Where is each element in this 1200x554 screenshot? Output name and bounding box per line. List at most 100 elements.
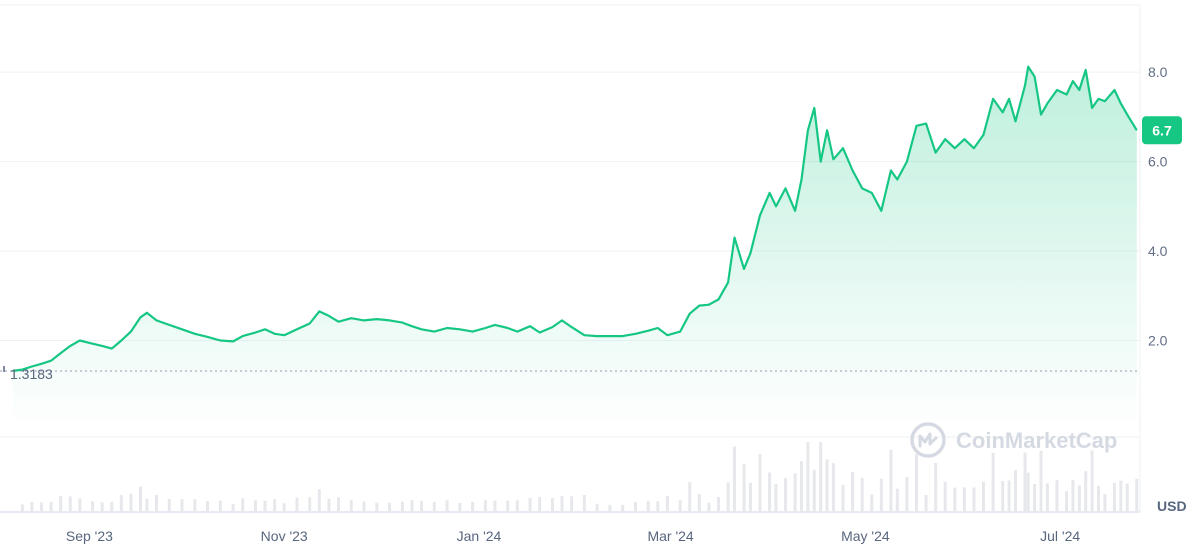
volume-bar	[742, 464, 746, 512]
volume-bar	[1077, 485, 1081, 512]
volume-bar	[193, 499, 197, 512]
volume-bar	[506, 500, 510, 512]
volume-bar	[110, 501, 114, 512]
volume-bar	[1135, 478, 1139, 512]
volume-bar	[78, 498, 82, 512]
volume-bar	[726, 482, 730, 512]
volume-bar	[688, 482, 692, 512]
volume-bar	[1084, 471, 1088, 512]
volume-bar	[154, 494, 158, 512]
volume-bar	[129, 493, 133, 512]
volume-bar	[432, 501, 436, 512]
volume-bar	[445, 500, 449, 512]
volume-bar	[1096, 485, 1100, 512]
volume-bar	[167, 498, 171, 512]
volume-bar	[646, 500, 650, 512]
volume-bar	[119, 495, 123, 512]
volume-bar	[1039, 450, 1043, 512]
volume-bar	[30, 502, 34, 512]
volume-bar	[231, 503, 235, 512]
volume-bar	[410, 500, 414, 512]
volume-bar	[924, 494, 928, 512]
current-price-label: 6.7	[1152, 122, 1172, 138]
volume-bar	[420, 500, 424, 512]
volume-bar	[943, 481, 947, 512]
volume-bar	[282, 503, 286, 512]
volume-bar	[697, 493, 701, 512]
x-tick-label: Sep '23	[66, 528, 113, 544]
volume-bar	[716, 497, 720, 512]
y-tick-label: 8.0	[1148, 64, 1168, 80]
volume-bar	[633, 502, 637, 512]
currency-label: USD	[1157, 498, 1187, 514]
volume-bar	[308, 497, 312, 512]
volume-bar	[895, 488, 899, 512]
baseline-marker: 1.3183	[3, 366, 53, 382]
current-price-badge[interactable]: 6.7	[1142, 116, 1182, 145]
volume-bar	[870, 494, 874, 512]
volume-bar	[145, 498, 149, 512]
volume-bar	[1065, 491, 1069, 512]
volume-bar	[860, 477, 864, 512]
volume-bar	[471, 501, 475, 512]
volume-bar	[253, 500, 257, 512]
volume-bar	[934, 462, 938, 512]
volume-bar	[800, 461, 804, 512]
volume-bar	[206, 501, 210, 512]
volume-bar	[1001, 480, 1005, 512]
volume-bar	[375, 502, 379, 512]
x-axis: Sep '23 Nov '23 Jan '24 Mar '24 May '24 Jul '…	[66, 528, 1081, 544]
volume-bar	[100, 502, 104, 512]
volume-bar	[68, 496, 72, 512]
volume-bar	[1013, 470, 1017, 512]
volume-bar	[914, 453, 918, 512]
volume-bar	[49, 501, 53, 512]
volume-bar	[831, 463, 835, 512]
volume-bar	[678, 500, 682, 512]
volume-bar	[1112, 482, 1116, 512]
volume-bar	[273, 499, 277, 512]
volume-bar	[774, 484, 778, 512]
volume-bar	[295, 497, 299, 512]
volume-bar	[953, 487, 957, 512]
volume-bar	[748, 482, 752, 512]
baseline-label: 1.3183	[10, 366, 53, 382]
volume-bar	[608, 504, 612, 512]
volume-bar	[40, 502, 44, 512]
volume-bar	[1090, 450, 1094, 512]
volume-bar	[483, 500, 487, 512]
volume-bar	[560, 496, 564, 512]
current-price-badge-bg	[1142, 116, 1182, 145]
volume-layer	[20, 442, 1139, 512]
volume-bar	[962, 487, 966, 512]
volume-bar	[768, 472, 772, 512]
volume-bar	[1125, 483, 1129, 512]
volume-bar	[793, 473, 797, 512]
volume-bar	[1045, 483, 1049, 512]
volume-bar	[528, 497, 532, 512]
volume-bar	[819, 442, 823, 512]
volume-bar	[851, 471, 855, 512]
volume-bar	[349, 499, 353, 512]
volume-bar	[538, 497, 542, 512]
volume-bar	[1023, 452, 1027, 512]
volume-bar	[263, 500, 267, 512]
volume-bar	[889, 449, 893, 512]
volume-bar	[732, 446, 736, 512]
price-area	[12, 66, 1137, 430]
price-line	[12, 65, 1138, 372]
volume-bar	[400, 501, 404, 512]
volume-bar	[218, 500, 222, 512]
volume-bar	[180, 499, 184, 512]
y-axis: 2.0 4.0 6.0 8.0	[1148, 64, 1168, 348]
volume-bar	[758, 454, 762, 512]
volume-bar	[841, 484, 845, 512]
volume-bar	[91, 501, 95, 512]
volume-bar	[1103, 494, 1107, 512]
volume-bar	[1119, 480, 1123, 512]
x-tick-label: Jan '24	[457, 528, 502, 544]
volume-bar	[241, 498, 245, 512]
volume-bar	[582, 494, 586, 512]
